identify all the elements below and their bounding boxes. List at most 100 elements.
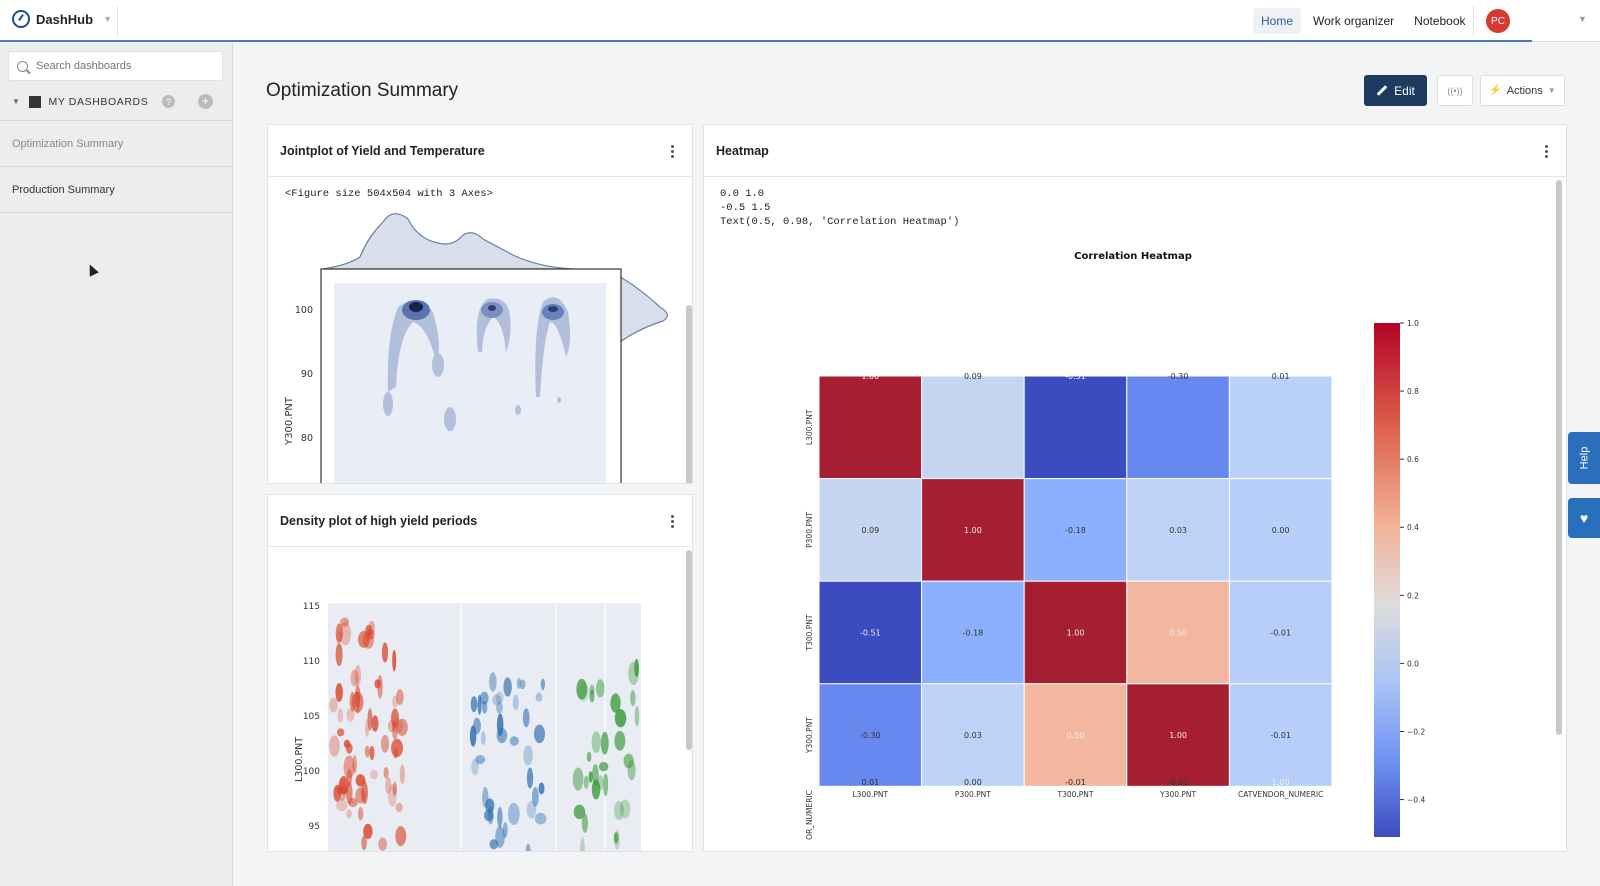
app-logo[interactable]: DashHub ▼ <box>12 10 112 28</box>
density-blob <box>578 682 589 702</box>
colorbar-tick-label: 0.8 <box>1407 387 1419 396</box>
density-blob <box>351 691 364 713</box>
heatmap-cell <box>1023 375 1128 480</box>
avatar[interactable]: PC <box>1486 9 1510 33</box>
density-series-green <box>572 658 640 851</box>
density-blob <box>393 748 398 759</box>
my-dashboards-header[interactable]: ▼ MY DASHBOARDS ? + <box>12 94 213 109</box>
density-blob <box>519 679 526 690</box>
scrollbar[interactable] <box>1556 180 1562 735</box>
density-blob <box>485 798 495 813</box>
density-blob <box>395 802 403 813</box>
heatmap-cell-value: 0.00 <box>964 778 982 787</box>
density-blob <box>329 735 340 757</box>
heatmap-cell <box>1126 683 1230 787</box>
card-title: Jointplot of Yield and Temperature <box>280 143 485 158</box>
nav-notebook[interactable]: Notebook <box>1414 14 1466 28</box>
heatmap-cell <box>921 375 1025 480</box>
heatmap-cell <box>1126 580 1230 685</box>
scrollbar[interactable] <box>686 550 692 750</box>
colorbar-tick-label: 0.0 <box>1407 659 1419 668</box>
more-options-icon[interactable] <box>1545 145 1548 158</box>
heatmap-cell-value: 0.01 <box>1272 372 1290 381</box>
density-blob <box>525 843 531 851</box>
density-blob <box>580 837 585 851</box>
density-blob <box>522 708 530 728</box>
scrollbar[interactable] <box>686 305 692 483</box>
density-blob <box>337 708 344 723</box>
density-blob <box>339 621 352 646</box>
y-tick-label: 110 <box>303 657 320 667</box>
density-blob <box>378 837 388 851</box>
help-icon[interactable]: ? <box>162 95 176 108</box>
heatmap-cell-value: -0.01 <box>1168 778 1189 787</box>
more-options-icon[interactable] <box>671 515 674 528</box>
density-blob <box>495 691 504 704</box>
density-blob <box>470 696 478 713</box>
heatmap-cell-value: 0.09 <box>861 526 879 535</box>
divider <box>1473 6 1474 36</box>
heatmap-chart: Correlation Heatmap 1.00 0.09 -0.51 -0.30 0.… <box>805 251 1425 840</box>
density-blob <box>355 787 366 804</box>
top-nav: Home Work organizer Notebook <box>1253 8 1474 34</box>
density-blob <box>572 767 584 791</box>
add-dashboard-button[interactable]: + <box>198 94 213 109</box>
heatmap-cell <box>1126 478 1230 582</box>
bar-chart-icon <box>28 95 41 108</box>
colorbar-ticks: 1.0 0.8 0.6 0.4 0.2 0.0 −0.2 −0.4 <box>1400 319 1425 805</box>
edit-button[interactable]: Edit <box>1364 75 1427 106</box>
nav-home[interactable]: Home <box>1253 8 1302 34</box>
chevron-down-icon[interactable]: ▼ <box>1578 14 1587 24</box>
density-series-red <box>329 617 408 851</box>
heart-icon[interactable]: ♥ <box>1568 498 1600 538</box>
jointplot-card: Jointplot of Yield and Temperature <Figu… <box>267 124 693 484</box>
density-blob <box>335 683 343 702</box>
more-options-icon[interactable] <box>671 145 674 158</box>
density-blob <box>336 728 345 737</box>
density-blob <box>586 751 592 762</box>
heatmap-cell-value: -0.51 <box>1065 372 1086 381</box>
density-blob <box>364 745 370 758</box>
heatmap-cell-value: -0.51 <box>860 629 881 638</box>
y-tick-label: P300.PNT <box>805 512 814 548</box>
heatmap-cell-value: 0.50 <box>1169 629 1187 638</box>
actions-button[interactable]: ⚡ Actions ▼ <box>1480 75 1565 106</box>
density-blob <box>392 695 399 708</box>
right-marginal-density <box>619 275 668 344</box>
sidebar-item-production-summary[interactable]: Production Summary <box>0 167 232 213</box>
density-blob <box>388 784 397 807</box>
density-blob <box>496 701 503 714</box>
search-input[interactable] <box>36 60 206 72</box>
density-blob <box>340 617 350 627</box>
chevron-down-icon[interactable]: ▼ <box>103 14 112 24</box>
density-blob <box>496 713 504 737</box>
heatmap-cell-value: 0.00 <box>1272 526 1290 535</box>
search-box[interactable] <box>8 51 223 81</box>
sidebar-item-optimization-summary[interactable]: Optimization Summary <box>0 121 232 167</box>
density-blob <box>630 690 636 707</box>
x-tick-label: T300.PNT <box>1057 790 1094 799</box>
density-blob <box>365 718 370 737</box>
density-blob <box>329 697 338 713</box>
card-title: Density plot of high yield periods <box>280 513 478 528</box>
heatmap-cell-value: -0.18 <box>1065 526 1086 535</box>
heatmap-cell <box>1023 580 1128 685</box>
jointplot-figure: 100 90 80 Y300.PNT <box>284 213 668 483</box>
density-blob <box>503 677 512 697</box>
colorbar-tick-label: 0.4 <box>1407 523 1419 532</box>
density-blob <box>614 730 626 751</box>
density-blob <box>354 664 362 686</box>
density-blob <box>346 781 353 805</box>
density-blob <box>509 736 519 746</box>
collapse-caret-icon[interactable]: ▼ <box>12 97 21 106</box>
density-blob <box>589 689 595 703</box>
colorbar <box>1374 323 1400 837</box>
heatmap-cell-value: 0.09 <box>964 372 982 381</box>
heatmap-cell-value: -0.01 <box>1270 731 1291 740</box>
help-tab[interactable]: Help <box>1568 432 1600 484</box>
live-mode-button[interactable]: ((•)) <box>1437 75 1473 106</box>
y-tick-label: L300.PNT <box>805 409 814 445</box>
density-blob <box>516 677 521 689</box>
nav-work-organizer[interactable]: Work organizer <box>1313 14 1395 28</box>
heatmap-cell-value: 1.00 <box>1169 731 1187 740</box>
